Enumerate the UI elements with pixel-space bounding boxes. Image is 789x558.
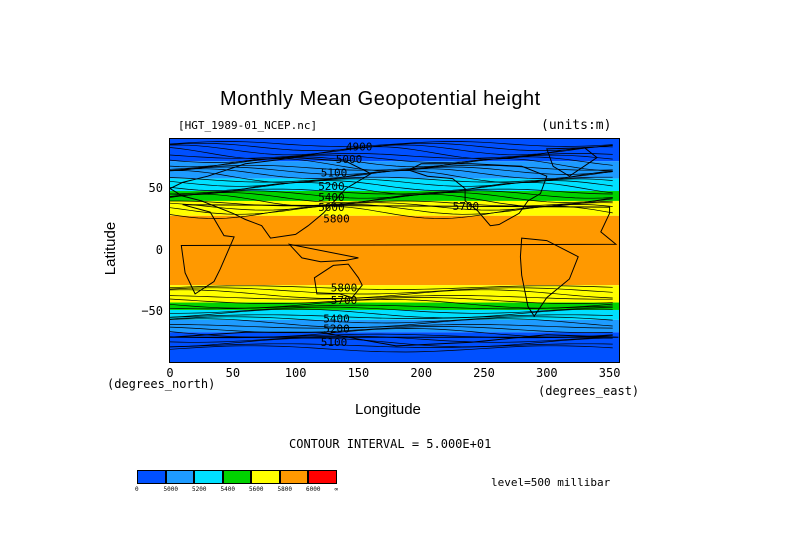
colorbar-label-4: 5600 [249, 486, 264, 493]
contour-nh-6 [170, 156, 613, 168]
y-unit-label: (degrees_north) [107, 377, 216, 391]
height-band-1 [170, 161, 619, 179]
units-label: (units:m) [541, 118, 612, 133]
contour-label-3: 5200 [318, 180, 345, 193]
colorbar-label-2: 5200 [192, 486, 207, 493]
x-tick-5: 250 [473, 366, 495, 380]
contour-sh-18 [170, 343, 613, 348]
contour-sh-12 [170, 324, 613, 329]
coast-africa [180, 204, 618, 295]
contour-sh-11 [170, 318, 613, 328]
contour-sh-17 [170, 337, 613, 348]
height-band-8 [170, 309, 619, 320]
contour-interval-text: CONTOUR INTERVAL = 5.000E+01 [289, 437, 492, 451]
contour-sh-4 [170, 297, 613, 304]
contour-label-7: 5700 [453, 200, 480, 213]
contour-sh-1 [170, 287, 613, 295]
contour-sh-0 [170, 285, 613, 290]
contour-label-0: 4900 [346, 140, 373, 153]
level-text: level=500 millibar [491, 476, 611, 489]
contour-label-11: 5200 [323, 323, 350, 336]
colorbar-label-3: 5400 [220, 486, 235, 493]
coast-greenland [546, 147, 598, 177]
coast-n-america [407, 163, 548, 227]
x-tick-2: 100 [284, 366, 307, 380]
contour-sh-15 [170, 333, 613, 339]
contour-sh-9 [170, 314, 613, 319]
height-band-4 [170, 200, 619, 216]
height-band-5 [170, 215, 619, 286]
coast-indonesia [287, 243, 359, 263]
contour-label-2: 5100 [321, 166, 348, 179]
colorbar-swatch-1 [165, 470, 194, 484]
x-tick-1: 50 [225, 366, 241, 380]
colorbar-label-7: ∞ [334, 486, 339, 493]
x-tick-7: 350 [598, 366, 621, 380]
contour-nh-0 [170, 141, 613, 147]
y-tick-1: 0 [155, 242, 163, 257]
colorbar-swatch-0 [137, 470, 166, 484]
coast-s-america [519, 237, 579, 318]
colorbar-swatch-2 [194, 470, 223, 484]
dataset-label: [HGT_1989-01_NCEP.nc] [178, 119, 318, 132]
contour-nh-20 [170, 200, 613, 207]
colorbar-label-0: 0 [135, 486, 139, 493]
coast-australia [313, 263, 363, 299]
contour-sh-13 [170, 326, 613, 333]
contour-sh-2 [170, 289, 613, 299]
contour-label-5: 5600 [318, 201, 345, 214]
contour-nh-8 [170, 164, 613, 171]
coast-europe-asia [170, 157, 373, 239]
contour-label-6: 5800 [323, 212, 350, 225]
chart-title: Monthly Mean Geopotential height [220, 88, 541, 110]
coast-antarctica [170, 331, 619, 347]
colorbar-swatch-6 [308, 470, 337, 484]
contour-nh-2 [170, 144, 613, 156]
contour-label-8: 5800 [331, 282, 358, 295]
x-tick-0: 0 [166, 366, 174, 380]
contour-nh-11 [170, 170, 613, 184]
height-band-0 [170, 139, 619, 162]
height-band-6 [170, 285, 619, 303]
contour-sh-8 [170, 308, 613, 319]
contour-label-1: 5000 [336, 153, 363, 166]
contour-nh-15 [170, 182, 613, 196]
contour-label-10: 5400 [323, 313, 350, 326]
y-axis-label: Latitude [102, 221, 120, 276]
contour-label-4: 5400 [318, 191, 345, 204]
colorbar-swatch-5 [279, 470, 308, 484]
y-tick-0: 50 [148, 180, 163, 195]
x-unit-label: (degrees_east) [538, 384, 640, 398]
contour-sh-3 [170, 295, 613, 300]
colorbar-label-6: 6000 [306, 486, 321, 493]
contour-label-9: 5700 [331, 294, 358, 307]
contour-nh-12 [170, 176, 613, 183]
x-tick-3: 150 [347, 366, 370, 380]
contour-sh-10 [170, 316, 613, 324]
contour-label-12: 5100 [321, 336, 348, 349]
x-axis-label: Longitude [355, 401, 421, 418]
colorbar-swatch-4 [251, 470, 280, 484]
height-band-3 [170, 191, 619, 201]
y-tick-2: −50 [141, 304, 163, 319]
contour-sh-7 [170, 306, 613, 314]
colorbar-label-5: 5800 [277, 486, 292, 493]
x-tick-6: 300 [535, 366, 558, 380]
colorbar-label-1: 5000 [163, 486, 178, 493]
contour-nh-18 [170, 192, 613, 203]
colorbar-swatch-3 [222, 470, 251, 484]
contour-nh-4 [170, 153, 613, 159]
x-tick-4: 200 [410, 366, 433, 380]
height-band-7 [170, 302, 619, 310]
contour-sh-19 [170, 345, 613, 353]
geopotential-map: 4900500051005200540056005800570058005700… [170, 139, 619, 362]
plot-area: 4900 5000 5100 5200 5400 5600 5800 5700 5800 5700… [169, 138, 620, 363]
contour-nh-16 [170, 188, 613, 195]
